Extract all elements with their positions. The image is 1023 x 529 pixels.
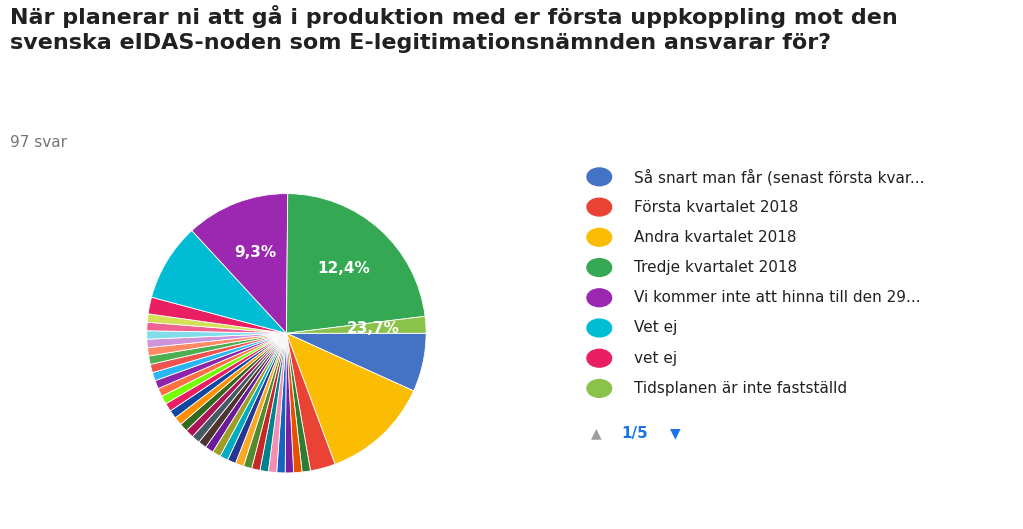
Wedge shape: [243, 333, 286, 469]
Circle shape: [587, 289, 612, 307]
Circle shape: [587, 229, 612, 246]
Text: Vet ej: Vet ej: [634, 321, 678, 335]
Wedge shape: [147, 314, 286, 333]
Text: 1/5: 1/5: [621, 426, 648, 441]
Wedge shape: [286, 316, 427, 333]
Wedge shape: [147, 322, 286, 333]
Circle shape: [587, 349, 612, 367]
Wedge shape: [228, 333, 286, 463]
Text: 12,4%: 12,4%: [318, 261, 370, 276]
Text: Vi kommer inte att hinna till den 29...: Vi kommer inte att hinna till den 29...: [634, 290, 921, 305]
Wedge shape: [286, 333, 311, 472]
Wedge shape: [285, 333, 294, 473]
Wedge shape: [175, 333, 286, 424]
Wedge shape: [206, 333, 286, 452]
Wedge shape: [276, 333, 286, 473]
Wedge shape: [146, 331, 286, 339]
Text: Så snart man får (senast första kvar...: Så snart man får (senast första kvar...: [634, 169, 925, 185]
Wedge shape: [181, 333, 286, 431]
Wedge shape: [235, 333, 286, 466]
Wedge shape: [268, 333, 286, 472]
Text: vet ej: vet ej: [634, 351, 677, 366]
Wedge shape: [286, 194, 426, 333]
Wedge shape: [186, 333, 286, 436]
Wedge shape: [192, 194, 287, 333]
Text: ▲: ▲: [590, 427, 602, 441]
Wedge shape: [148, 333, 286, 364]
Circle shape: [587, 168, 612, 186]
Wedge shape: [286, 333, 413, 464]
Text: 23,7%: 23,7%: [347, 321, 399, 335]
Circle shape: [587, 259, 612, 277]
Wedge shape: [286, 333, 302, 473]
Text: Första kvartalet 2018: Första kvartalet 2018: [634, 199, 799, 215]
Wedge shape: [192, 333, 286, 442]
Circle shape: [587, 379, 612, 397]
Wedge shape: [152, 333, 286, 381]
Wedge shape: [155, 333, 286, 389]
Text: Tredje kvartalet 2018: Tredje kvartalet 2018: [634, 260, 798, 275]
Text: 9,3%: 9,3%: [234, 245, 276, 260]
Text: När planerar ni att gå i produktion med er första uppkoppling mot den
svenska eI: När planerar ni att gå i produktion med …: [10, 5, 898, 53]
Text: Tidsplanen är inte fastställd: Tidsplanen är inte fastställd: [634, 381, 848, 396]
Wedge shape: [147, 333, 286, 356]
Wedge shape: [150, 333, 286, 372]
Circle shape: [587, 319, 612, 337]
Wedge shape: [162, 333, 286, 404]
Wedge shape: [220, 333, 286, 460]
Wedge shape: [260, 333, 286, 472]
Wedge shape: [159, 333, 286, 396]
Text: ▼: ▼: [670, 427, 680, 441]
Wedge shape: [252, 333, 286, 470]
Wedge shape: [213, 333, 286, 456]
Wedge shape: [286, 333, 336, 471]
Text: Andra kvartalet 2018: Andra kvartalet 2018: [634, 230, 797, 245]
Wedge shape: [198, 333, 286, 447]
Wedge shape: [166, 333, 286, 411]
Wedge shape: [148, 297, 286, 333]
Circle shape: [587, 198, 612, 216]
Wedge shape: [147, 333, 286, 348]
Wedge shape: [151, 231, 286, 333]
Wedge shape: [171, 333, 286, 418]
Text: 97 svar: 97 svar: [10, 135, 68, 150]
Wedge shape: [286, 333, 427, 391]
